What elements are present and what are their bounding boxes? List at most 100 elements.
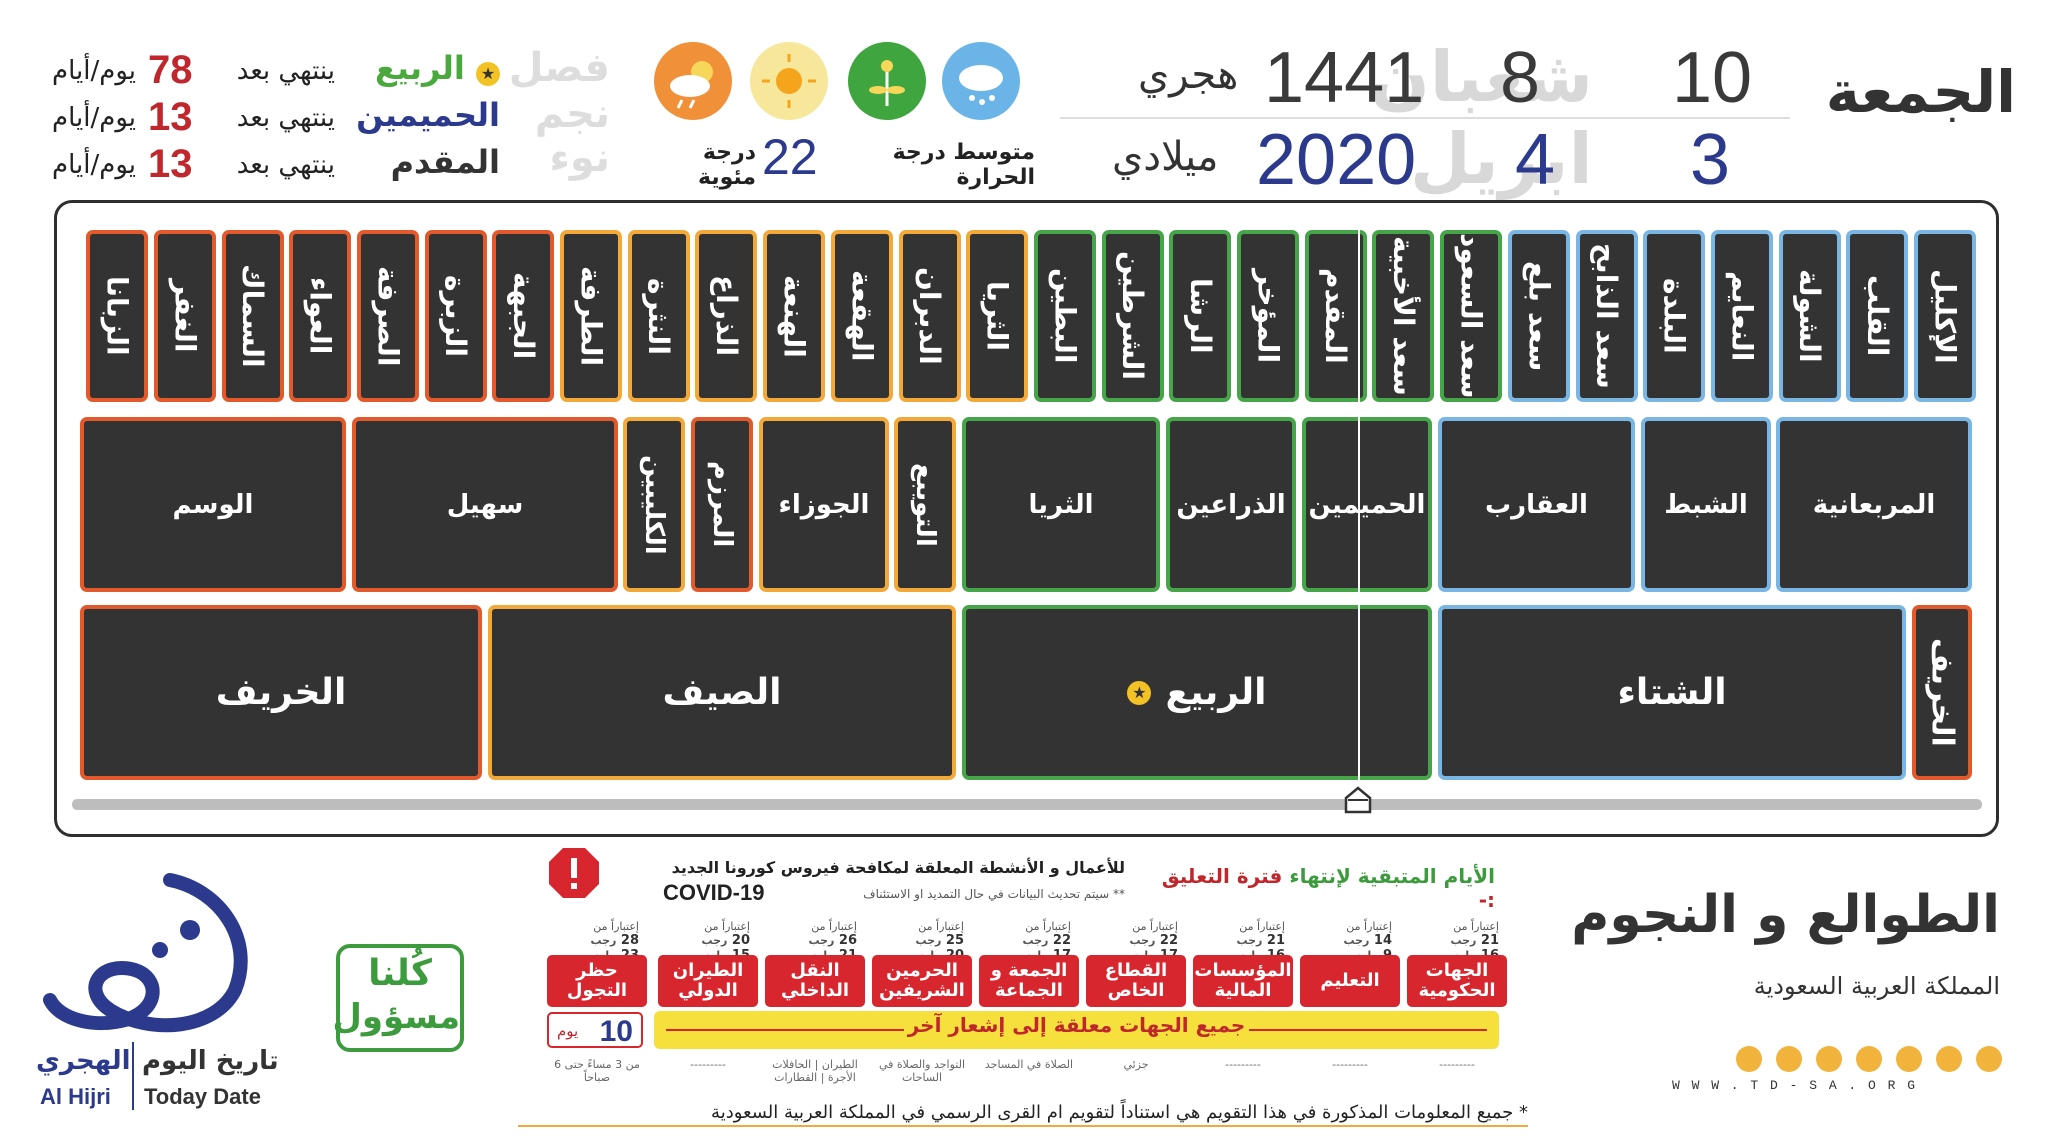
group-cell[interactable]: الشبط [1641, 417, 1771, 592]
twitter-icon[interactable] [1976, 1046, 2002, 1072]
season-cell[interactable]: الخريف [80, 605, 482, 780]
star-cell[interactable]: السماك [221, 230, 284, 402]
badge-line1: كُلنا [368, 953, 432, 994]
star-cell-label: الهقعة [845, 270, 879, 362]
curfew-days: 10 [599, 1015, 633, 1048]
group-cell[interactable]: الوسم [80, 417, 346, 592]
star-cell-label: الشولة [1793, 269, 1827, 363]
star-cell-label: سعد الذابح [1590, 243, 1623, 389]
instagram-icon[interactable] [1896, 1046, 1922, 1072]
star-cell[interactable]: سعد بلع [1507, 230, 1570, 402]
group-cell[interactable]: الثريا [962, 417, 1160, 592]
chip-note: --------- [690, 1058, 726, 1071]
star-cell[interactable]: البلدة [1643, 230, 1706, 402]
season-cell[interactable]: الصيف [488, 605, 956, 780]
website-url[interactable]: W W W . T D - S A . O R G [1672, 1078, 1918, 1093]
brand-en-line2: Al Hijri [40, 1084, 111, 1109]
suspended-sector-chip[interactable]: التعليم [1300, 955, 1400, 1007]
star-cell[interactable]: الجبهة [492, 230, 555, 402]
chip-hijri-date: 22 رجب [1022, 933, 1071, 948]
star-ghost-label: نجم [534, 91, 610, 137]
group-cell[interactable]: الذراعين [1166, 417, 1296, 592]
star-cell-label: الغفر [168, 279, 202, 353]
chip-note: --------- [1439, 1058, 1475, 1071]
chip-note: الطيران | الحافلات الأجرة | القطارات [772, 1058, 858, 1084]
season-cell-label: الخريف [1924, 638, 1960, 747]
chip-from-label: إعتباراً من [811, 920, 857, 933]
group-cell[interactable]: المربعانية [1776, 417, 1972, 592]
chip-hijri-date: 28 رجب [590, 933, 639, 948]
star-cell[interactable]: القلب [1846, 230, 1909, 402]
suspended-sector-chip[interactable]: النقل الداخلي [765, 955, 865, 1007]
star-cell[interactable]: الغفر [153, 230, 216, 402]
group-cell[interactable]: المرزم [691, 417, 753, 592]
star-cell[interactable]: العواء [289, 230, 352, 402]
group-cell-label: الوسم [172, 489, 254, 520]
suspended-sector-chip[interactable]: المؤسسات المالية [1193, 955, 1293, 1007]
season-cell[interactable]: ★ الربيع [962, 605, 1432, 780]
star-cell-label: الصرفة [371, 265, 405, 367]
star-cell[interactable]: الصرفة [356, 230, 419, 402]
season-cell[interactable]: الخريف [1912, 605, 1972, 780]
group-cell[interactable]: الحميمين [1302, 417, 1432, 592]
star-cell[interactable]: المقدم [1304, 230, 1367, 402]
facebook-icon[interactable] [1856, 1046, 1882, 1072]
star-cell-label: الزبانا [100, 276, 134, 356]
star-cell-label: السماك [236, 264, 269, 368]
star-cell-label: الرشا [1183, 278, 1217, 354]
star-cell[interactable]: الزبرة [424, 230, 487, 402]
star-cell[interactable]: الطرفة [560, 230, 622, 402]
hijri-year: 1441 [1264, 38, 1425, 118]
star-cell-label: العواء [303, 277, 337, 355]
suspended-sector-chip[interactable]: الحرمين الشريفين [872, 955, 972, 1007]
star-cell[interactable]: الدبران [898, 230, 961, 402]
star-cell[interactable]: سعد الأخبية [1372, 230, 1435, 402]
group-cell[interactable]: الجوزاء [759, 417, 889, 592]
star-cell[interactable]: الإكليل [1914, 230, 1976, 402]
group-cell[interactable]: التويبع [894, 417, 956, 592]
season-cell[interactable]: الشتاء [1438, 605, 1906, 780]
star-cell-label: البطين [1048, 268, 1082, 364]
whatsapp-icon[interactable] [1736, 1046, 1762, 1072]
star-cell-label: الطرفة [574, 265, 608, 367]
star-cell-label: الثريا [980, 281, 1014, 351]
naw-days-remaining: 13 [148, 142, 193, 186]
timeline-scrollbar-thumb[interactable] [1344, 786, 1372, 814]
star-cell[interactable]: الذراع [695, 230, 758, 402]
star-cell[interactable]: الزبانا [86, 230, 149, 402]
current-star-name: الحميمين [356, 96, 500, 134]
star-cell[interactable]: الهقعة [830, 230, 893, 402]
group-cell[interactable]: العقارب [1438, 417, 1635, 592]
star-cell[interactable]: الرشا [1169, 230, 1232, 402]
star-cell[interactable]: الثريا [966, 230, 1029, 402]
telegram-icon[interactable] [1816, 1046, 1842, 1072]
suspended-sector-chip[interactable]: الجهات الحكومية [1407, 955, 1507, 1007]
group-cell-label: الكليبين [639, 454, 669, 555]
gregorian-month-number: 4 [1515, 120, 1556, 200]
group-cell[interactable]: الكليبين [623, 417, 685, 592]
star-cell[interactable]: الهنعة [763, 230, 826, 402]
star-cell[interactable]: البطين [1033, 230, 1096, 402]
group-cell[interactable]: سهيل [352, 417, 618, 592]
snapchat-icon[interactable] [1936, 1046, 1962, 1072]
suspended-sector-chip[interactable]: حظر التجول [547, 955, 647, 1007]
star-cell[interactable]: النثرة [627, 230, 690, 402]
star-cell[interactable]: سعد الذابح [1575, 230, 1638, 402]
suspended-sector-chip[interactable]: الطيران الدولي [658, 955, 758, 1007]
sms-icon[interactable] [1776, 1046, 1802, 1072]
chip-from-label: إعتباراً من [1346, 920, 1392, 933]
star-cell-label: النعايم [1725, 270, 1759, 362]
suspended-sector-chip[interactable]: القطاع الخاص [1086, 955, 1186, 1007]
star-cell[interactable]: النعايم [1710, 230, 1773, 402]
star-cell[interactable]: الشرطين [1101, 230, 1164, 402]
star-cell[interactable]: الشولة [1778, 230, 1841, 402]
star-cell[interactable]: سعد السعود [1440, 230, 1503, 402]
star-cell[interactable]: المؤخر [1237, 230, 1299, 402]
sun-cloud-rain-icon [654, 42, 732, 120]
star-cell-label: الذراع [709, 275, 743, 357]
season-ends-label: ينتهي بعد [236, 56, 335, 86]
brand-divider [132, 1042, 134, 1110]
suspended-sector-chip[interactable]: الجمعة و الجماعة [979, 955, 1079, 1007]
sun-icon [750, 42, 828, 120]
timeline-scrollbar[interactable] [72, 799, 1982, 810]
